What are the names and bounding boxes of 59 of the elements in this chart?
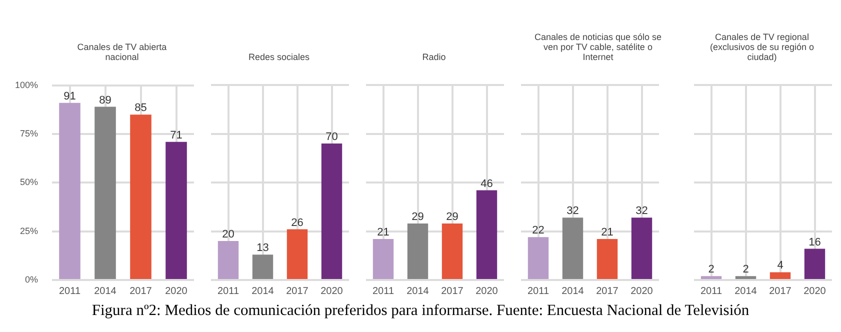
y-tick-label: 25%	[20, 226, 38, 236]
data-label: 29	[412, 210, 424, 223]
data-label: 85	[134, 102, 147, 114]
data-label: 32	[566, 205, 579, 218]
x-tick-label: 2014	[252, 286, 274, 297]
x-tick-label: 2014	[406, 286, 430, 297]
x-tick-label: 2017	[286, 286, 309, 297]
x-tick-label: 2011	[58, 286, 81, 297]
data-label: 70	[326, 131, 338, 144]
data-label: 2	[742, 264, 749, 276]
data-label: 21	[601, 226, 614, 239]
data-label: 32	[636, 205, 648, 218]
y-tick-label: 75%	[20, 128, 38, 139]
data-label: 2	[708, 264, 714, 276]
data-label: 16	[808, 236, 821, 248]
x-tick-label: 2017	[441, 286, 464, 297]
y-tick-label: 0%	[24, 274, 38, 284]
chart-title: Redes sociales	[247, 51, 311, 64]
x-tick-label: 2020	[804, 286, 826, 297]
data-label: 29	[446, 210, 458, 223]
data-label: 71	[170, 129, 182, 142]
data-label: 21	[377, 226, 390, 239]
bar	[130, 114, 152, 279]
x-tick-label: 2011	[527, 286, 550, 297]
bar	[321, 144, 342, 279]
data-label: 89	[99, 94, 112, 106]
chart-title: Canales de TV regional (exclusivos de su región o ciudad)	[708, 31, 816, 64]
x-tick-label: 2011	[372, 286, 394, 297]
x-tick-label: 2017	[769, 286, 792, 297]
x-tick-label: 2020	[630, 286, 654, 297]
data-label: 4	[777, 260, 784, 272]
data-label: 20	[222, 228, 234, 241]
data-label: 91	[64, 90, 76, 102]
bar	[59, 102, 80, 279]
x-tick-label: 2014	[94, 286, 117, 297]
bar	[252, 254, 274, 279]
x-tick-label: 2020	[320, 286, 344, 297]
y-tick-label: 100%	[14, 80, 38, 90]
x-tick-label: 2014	[562, 286, 584, 297]
y-tick-label: 50%	[20, 177, 38, 188]
data-label: 22	[532, 224, 544, 237]
data-label: 13	[256, 242, 269, 254]
bar	[218, 241, 239, 279]
x-tick-label: 2017	[130, 286, 152, 297]
x-tick-label: 2020	[476, 286, 498, 297]
data-label: 46	[480, 178, 493, 190]
chart-title: Canales de TV abierta nacional	[76, 41, 168, 64]
data-label: 26	[291, 216, 304, 229]
x-tick-label: 2017	[596, 286, 619, 297]
chart-title: Radio	[421, 51, 447, 64]
bar	[94, 106, 116, 279]
bar	[166, 142, 187, 279]
text: Figura nº2: Medios de comunicación preferidos para informarse. Fuente: Encuesta Nacional de Televisión	[90, 302, 750, 320]
chart-title: Canales de noticias que sólo se ven por TV cable, satélite o Internet	[533, 31, 663, 64]
x-tick-label: 2014	[734, 286, 758, 297]
x-tick-label: 2020	[165, 286, 188, 297]
x-tick-label: 2011	[700, 286, 722, 297]
x-tick-label: 2011	[217, 286, 240, 297]
bar	[286, 229, 308, 279]
